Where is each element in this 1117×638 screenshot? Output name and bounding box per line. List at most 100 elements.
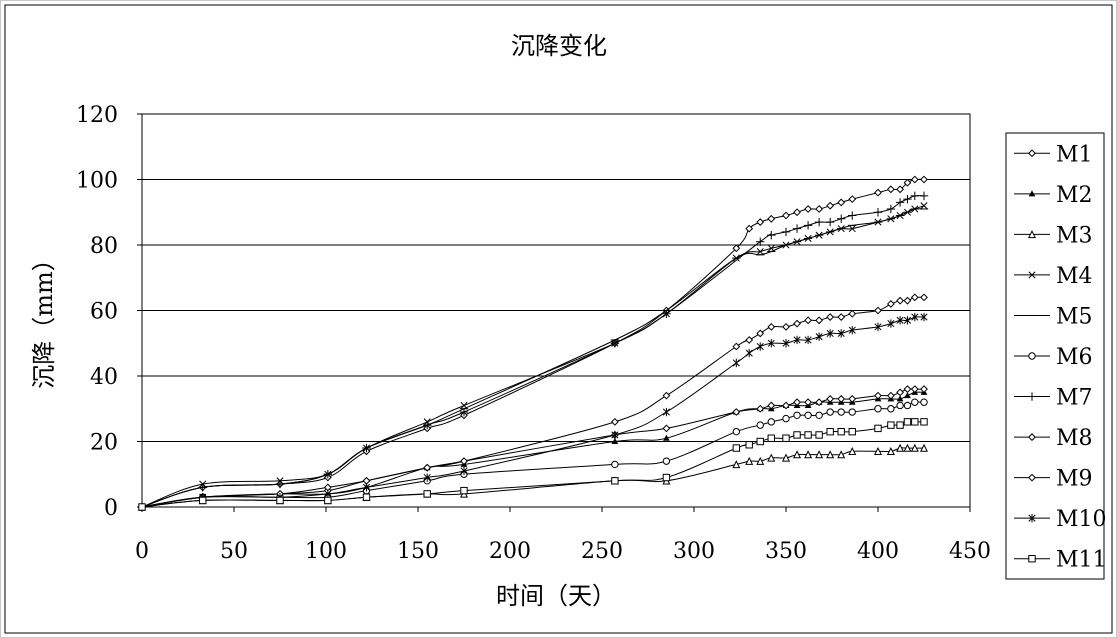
series-m11: [138, 418, 928, 511]
data-point-m11: [911, 418, 919, 426]
data-point-m11: [423, 490, 431, 498]
data-point-m1: [815, 205, 824, 213]
y-tick-label: 60: [90, 300, 118, 325]
data-point-m6: [887, 405, 895, 413]
x-tick-label: 100: [305, 539, 347, 564]
data-point-m1: [896, 185, 904, 194]
data-point-m11: [662, 473, 671, 482]
data-point-m8: [910, 385, 919, 394]
legend-label-m8: M8: [1056, 426, 1093, 451]
data-point-m3: [826, 450, 835, 459]
data-point-m9: [874, 306, 882, 315]
data-point-m3: [903, 443, 912, 452]
data-point-m8: [662, 424, 671, 433]
data-point-m2: [896, 395, 904, 402]
legend-item-m4: M4: [1014, 264, 1093, 289]
data-point-m3: [756, 456, 765, 465]
data-point-m7: [886, 204, 896, 214]
legend-label-m2: M2: [1056, 183, 1093, 208]
legend-item-m9: M9: [1014, 467, 1093, 492]
data-point-m2: [904, 392, 911, 399]
data-point-m1: [767, 214, 776, 223]
data-point-m9: [886, 300, 895, 308]
x-tick-label: 250: [581, 539, 623, 564]
data-point-m3: [793, 450, 802, 459]
x-tick-label: 150: [397, 539, 439, 564]
data-point-m8: [896, 388, 904, 397]
data-point-m10: [460, 466, 468, 476]
data-point-m11: [887, 421, 895, 429]
data-point-m6: [756, 421, 764, 429]
data-point-m1: [837, 198, 846, 207]
legend-marker-m9: [1028, 473, 1036, 482]
x-tick-label: 400: [857, 539, 899, 564]
data-point-m11: [362, 493, 371, 501]
data-point-m6: [611, 460, 619, 469]
data-point-m10: [903, 316, 911, 325]
legend-label-m6: M6: [1056, 345, 1093, 370]
data-point-m7: [662, 309, 671, 318]
legend-label-m9: M9: [1056, 467, 1093, 492]
data-point-m3: [767, 453, 776, 462]
legend-label-m3: M3: [1056, 223, 1093, 248]
data-point-m4: [756, 247, 764, 256]
data-point-m6: [732, 427, 741, 436]
data-point-m7: [919, 191, 929, 201]
data-point-m8: [826, 395, 835, 403]
data-point-m6: [920, 398, 928, 406]
legend-marker-m7: [1027, 392, 1037, 401]
data-point-m3: [745, 456, 754, 465]
data-point-m6: [826, 408, 834, 416]
legend-item-m3: M3: [1014, 223, 1093, 248]
data-point-m1: [920, 175, 928, 184]
data-point-m10: [826, 329, 834, 338]
data-point-m9: [896, 296, 904, 305]
data-point-m8: [793, 398, 801, 407]
data-point-m9: [804, 316, 812, 325]
data-point-m11: [874, 424, 882, 433]
data-point-m1: [874, 188, 882, 197]
y-axis-label: 沉降（mm）: [30, 247, 58, 389]
data-point-m7: [323, 470, 333, 479]
data-point-m10: [611, 430, 619, 440]
data-point-m3: [815, 450, 824, 459]
y-tick-label: 40: [90, 365, 118, 390]
data-point-m11: [920, 418, 928, 426]
data-point-m10: [756, 342, 764, 351]
data-point-m1: [886, 185, 895, 194]
legend-label-m11: M11: [1056, 548, 1107, 573]
data-point-m11: [896, 421, 904, 429]
data-point-m10: [911, 312, 919, 322]
data-point-m3: [873, 447, 883, 456]
series-m10: [138, 312, 928, 512]
data-point-m3: [804, 450, 813, 459]
data-point-m7: [459, 407, 469, 417]
legend-marker-m4: [1028, 271, 1036, 279]
series-m7: [137, 191, 929, 512]
data-point-m11: [804, 431, 812, 439]
data-point-m8: [756, 404, 765, 413]
legend-item-m6: M6: [1014, 345, 1093, 370]
legend-marker-m3: [1027, 230, 1037, 239]
data-point-m10: [324, 489, 332, 499]
data-point-m8: [782, 401, 790, 410]
data-point-m9: [826, 313, 835, 321]
data-point-m3: [848, 447, 857, 456]
legend-marker-m2: [1028, 190, 1036, 197]
x-tick-label: 350: [765, 539, 807, 564]
data-point-m6: [837, 408, 845, 416]
data-point-m10: [837, 329, 845, 338]
data-point-m9: [756, 329, 765, 338]
data-point-m4: [848, 225, 856, 233]
data-point-m11: [903, 418, 912, 426]
data-point-m9: [815, 316, 824, 325]
data-point-m7: [903, 194, 912, 204]
data-point-m11: [460, 486, 468, 495]
data-point-m9: [767, 322, 776, 331]
data-point-m1: [756, 218, 765, 226]
data-point-m1: [903, 178, 912, 187]
data-point-m7: [198, 483, 207, 492]
data-point-m10: [804, 335, 812, 345]
data-point-m7: [362, 443, 371, 453]
